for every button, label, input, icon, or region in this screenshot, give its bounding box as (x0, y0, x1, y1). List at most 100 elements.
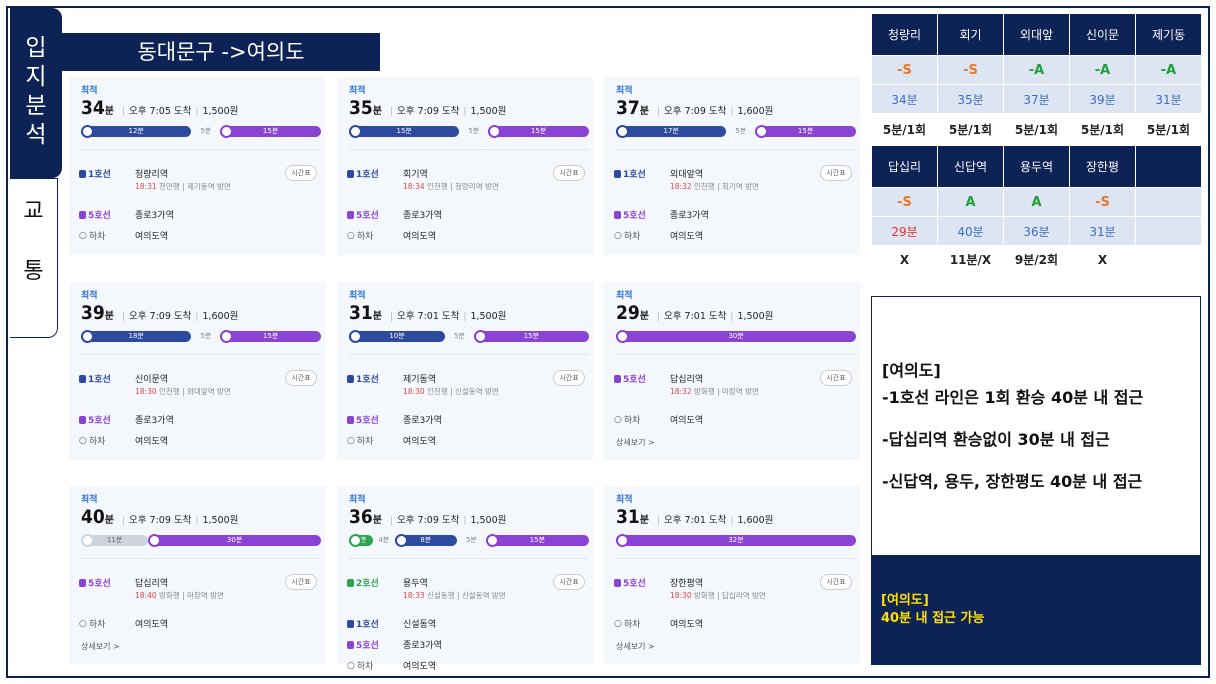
route-card[interactable]: 최적 35 분 | 오후 7:09 도착 | 1,500원 15분 5분 15분 1호선 회기… (337, 77, 593, 255)
route-card[interactable]: 최적 40 분 | 오후 7:09 도착 | 1,500원 11분 30분 5호선 답십리역… (69, 486, 325, 664)
departure-detail: 18:33 신설동행 | 신설동역 방면 (403, 591, 506, 600)
station-name: 신설동역 (403, 620, 437, 630)
detail-link[interactable]: 상세보기 > (616, 438, 655, 447)
best-label: 최적 (81, 291, 98, 301)
ride-segment: 17분 (616, 125, 727, 138)
station-header: 회기 (937, 13, 1004, 56)
grade-cell: -A (1003, 55, 1070, 85)
transfer-cell: 5분/1회 (937, 113, 1004, 146)
detail-link[interactable]: 상세보기 > (616, 642, 655, 651)
station-name: 신이문역 (135, 375, 169, 385)
arrival-time: 오후 7:09 도착 (129, 515, 192, 526)
ride-segment: 30분 (616, 330, 856, 343)
train-icon (81, 125, 94, 138)
wait-segment: 5분 (200, 127, 212, 135)
ride-segment: 30분 (148, 534, 321, 547)
fare: 1,500원 (202, 515, 239, 526)
route-card[interactable]: 최적 36분 |오후 7:09 도착 |1,500원 2분 4분 8분 5분 15분 2호… (337, 486, 593, 672)
arrival-time: 오후 7:09 도착 (664, 106, 727, 117)
ride-segment: 15분 (485, 534, 589, 547)
timetable-button[interactable]: 시간표 (820, 574, 852, 590)
line-name: 5호선 (356, 641, 379, 651)
route-stop: 1호선 신이문역 (79, 372, 168, 385)
ride-segment: 8분 (394, 534, 457, 547)
route-stop: 5호선 종로3가역 (347, 638, 442, 651)
duration-value: 34 (81, 97, 105, 119)
train-icon (473, 330, 487, 343)
route-stop: 5호선 종로3가역 (614, 208, 709, 221)
fare: 1,500원 (470, 106, 507, 117)
timetable-button[interactable]: 시간표 (820, 370, 852, 386)
route-timeline-bar: 30분 (616, 330, 856, 343)
arrival-time: 오후 7:09 도착 (397, 106, 460, 117)
timetable-button[interactable]: 시간표 (285, 370, 317, 386)
line-name: 하차 (356, 437, 374, 447)
station-name: 종로3가역 (403, 416, 442, 426)
fare: 1,500원 (202, 106, 239, 117)
timetable-button[interactable]: 시간표 (285, 165, 317, 181)
station-name: 종로3가역 (670, 211, 709, 221)
tab-location-analysis[interactable]: 입 지 분 석 (10, 8, 62, 178)
route-card[interactable]: 최적 31 분 | 오후 7:01 도착 | 1,500원 10분 5분 15분 1호선 제기… (337, 282, 593, 460)
line-name: 하차 (88, 437, 106, 447)
ride-segment: 15분 (473, 330, 589, 343)
duration-unit: 분 (104, 311, 114, 322)
train-icon (79, 210, 86, 219)
slide-frame (6, 6, 1210, 678)
train-icon (394, 534, 408, 547)
timetable-button[interactable]: 시간표 (553, 370, 585, 386)
circle-icon: ○ (614, 618, 622, 629)
route-card[interactable]: 최적 34 분 | 오후 7:05 도착 | 1,500원 12분 5분 15분 1호선 청량… (69, 77, 325, 255)
train-icon (148, 534, 162, 547)
time-cell: 40분 (937, 216, 1004, 246)
ride-segment: 15분 (220, 125, 321, 138)
note-title: [여의도] (882, 361, 941, 380)
ride-segment: 2분 (349, 534, 373, 547)
timetable-button[interactable]: 시간표 (285, 574, 317, 590)
note-line-3: -신답역, 용두, 장한평도 40분 내 접근 (882, 472, 1143, 491)
train-icon (614, 578, 621, 587)
route-stop: 5호선 답십리역 (79, 576, 168, 589)
wait-segment: 5분 (200, 332, 212, 340)
route-card[interactable]: 최적 39 분 | 오후 7:09 도착 | 1,600원 18분 5분 15분 1호선 신이… (69, 282, 325, 460)
line-name: 1호선 (88, 170, 111, 180)
route-card[interactable]: 최적 29 분 | 오후 7:01 도착 | 1,500원 30분 5호선 답십리역 시간표… (604, 282, 860, 460)
grade-cell: -S (871, 55, 938, 85)
timetable-button[interactable]: 시간표 (553, 165, 585, 181)
line-name: 하차 (356, 232, 374, 242)
departure-detail: 18:30 인천행 | 신설동역 방면 (403, 387, 499, 396)
station-comparison-table: 청량리 회기 외대앞 신이문 제기동 -S -S -A -A -A 34분 35분 37분 39분 31… (871, 13, 1202, 274)
transfer-cell: 5분/1회 (871, 113, 938, 146)
departure-detail: 18:32 방화행 | 마장역 방면 (670, 387, 759, 396)
route-stop: 1호선 청량리역 (79, 167, 168, 180)
note-line-1: -1호선 라인은 1회 환승 40분 내 접근 (882, 388, 1144, 407)
train-icon (220, 125, 234, 138)
train-icon (614, 210, 621, 219)
detail-link[interactable]: 상세보기 > (81, 642, 120, 651)
line-name: 5호선 (623, 375, 646, 385)
route-timeline-bar: 11분 30분 (81, 534, 321, 547)
time-cell: 29분 (871, 216, 938, 246)
tab-transport[interactable]: 교 통 (10, 178, 58, 338)
train-icon (755, 125, 769, 138)
route-stop: 1호선 외대앞역 (614, 167, 703, 180)
station-name: 여의도역 (403, 232, 437, 242)
route-card[interactable]: 최적 31 분 | 오후 7:01 도착 | 1,600원 32분 5호선 장한평역 시간표… (604, 486, 860, 664)
station-header: 신이문 (1069, 13, 1136, 56)
departure-detail: 18:31 천안행 | 제기동역 방면 (135, 182, 231, 191)
duration-unit: 분 (104, 106, 114, 117)
route-card[interactable]: 최적 37 분 | 오후 7:09 도착 | 1,600원 17분 5분 15분 1호선 외대… (604, 77, 860, 255)
route-timeline-bar: 10분 5분 15분 (349, 330, 589, 343)
duration-unit: 분 (639, 106, 649, 117)
train-icon (614, 374, 621, 383)
circle-icon: ○ (614, 230, 622, 241)
departure-detail: 18:32 인천행 | 회기역 방면 (670, 182, 759, 191)
station-name: 장한평역 (670, 579, 704, 589)
arrival-time: 오후 7:09 도착 (397, 515, 460, 526)
train-icon (79, 169, 86, 178)
train-icon (79, 374, 86, 383)
timetable-button[interactable]: 시간표 (553, 574, 585, 590)
timetable-button[interactable]: 시간표 (820, 165, 852, 181)
time-cell: 36분 (1003, 216, 1070, 246)
circle-icon: ○ (347, 435, 355, 446)
